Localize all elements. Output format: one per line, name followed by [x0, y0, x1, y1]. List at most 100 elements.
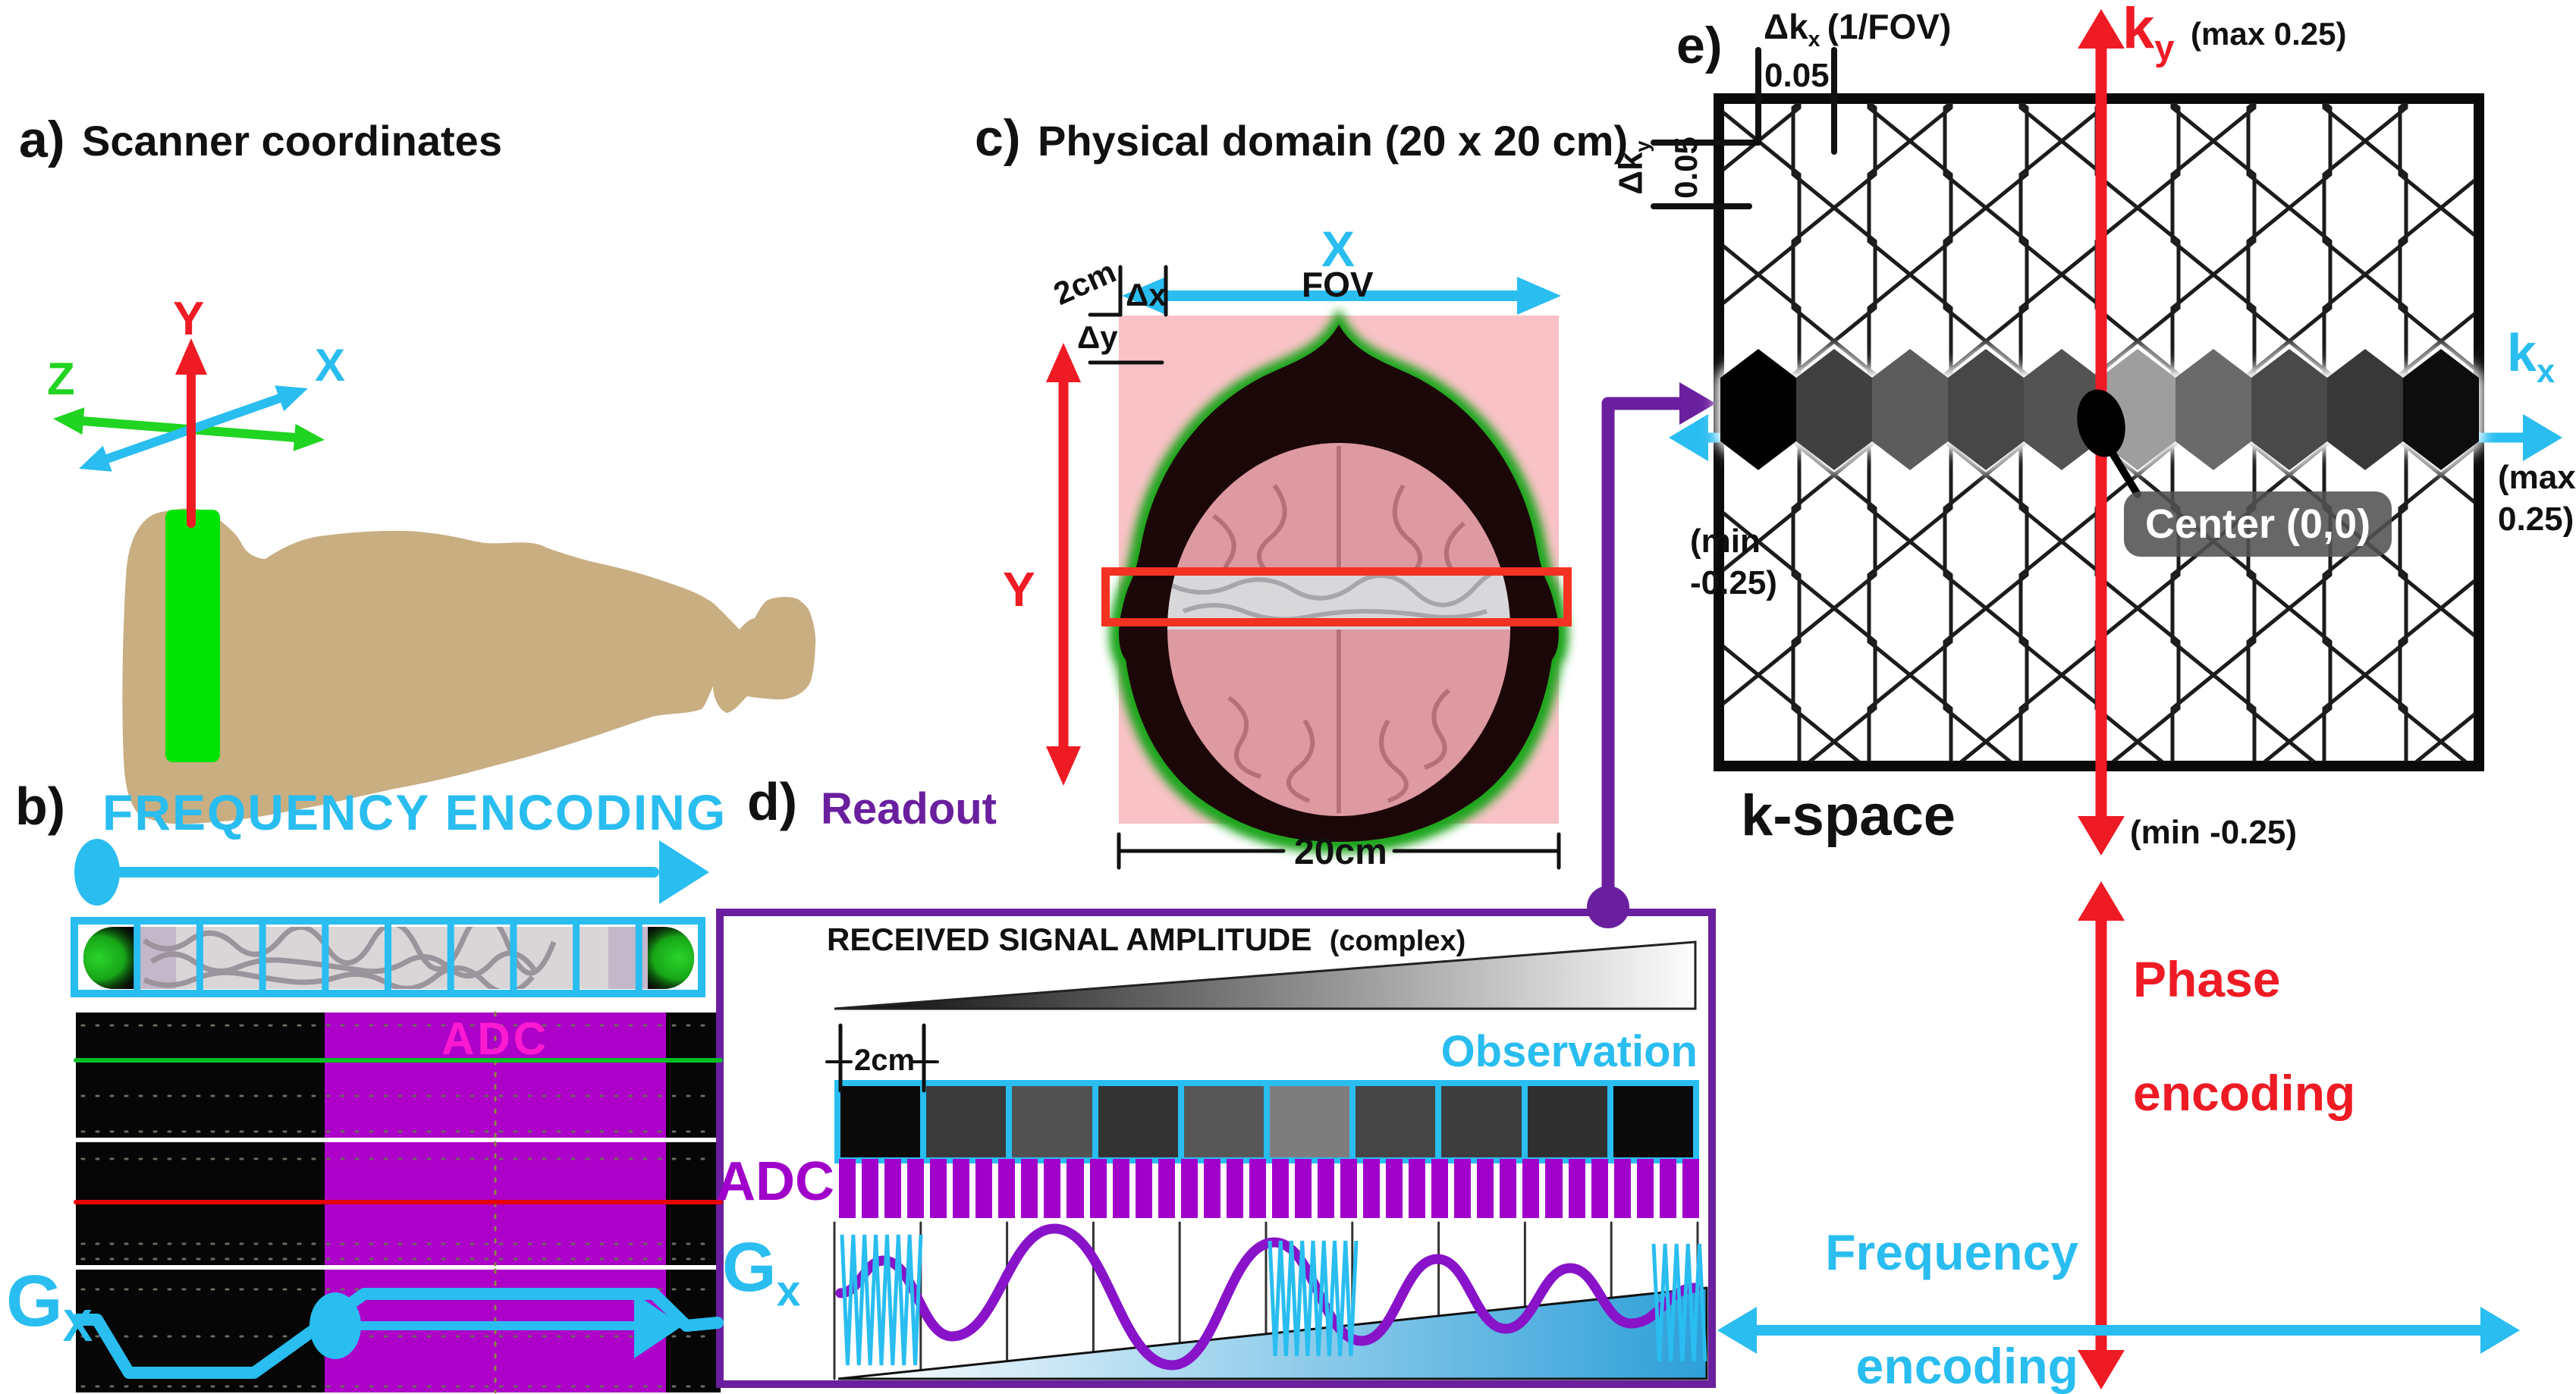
- adc-sample-square: [1454, 1159, 1472, 1218]
- gx-label-d: Gx: [722, 1229, 801, 1316]
- panel-b-title: FREQUENCY ENCODING: [102, 784, 727, 840]
- axis-y-label: Y: [173, 293, 205, 345]
- kx-axis-label: kx: [2507, 323, 2556, 390]
- frequency-direction-arrowhead: [659, 840, 709, 904]
- y-extent-arrow-head-2: [1046, 343, 1081, 382]
- adc-sample-square: [1613, 1159, 1631, 1218]
- dkx-value: 0.05: [1764, 57, 1830, 94]
- adc-sample-square: [1067, 1159, 1084, 1218]
- patient-body: [122, 508, 816, 824]
- adc-sample-square: [1363, 1159, 1381, 1218]
- c-20cm-label: 20cm: [1294, 832, 1387, 872]
- adc-sample-square: [1158, 1159, 1175, 1218]
- adc-sample-square: [1386, 1159, 1403, 1218]
- adc-sample-square: [1089, 1159, 1107, 1218]
- kspace-box: [1714, 93, 2484, 771]
- kx-axis-arrowhead-left: [1669, 414, 1708, 461]
- x-axis-arrow-head-2: [79, 445, 112, 472]
- panel-a-label: a): [19, 111, 65, 168]
- gx-label-b: GX: [6, 1261, 93, 1352]
- adc-label-d: ADC: [716, 1151, 834, 1212]
- phase-encoding-label-1: Phase: [2133, 951, 2281, 1007]
- adc-sample-square: [1522, 1159, 1540, 1218]
- adc-sample-square: [1477, 1159, 1494, 1218]
- observation-cell: [1098, 1086, 1178, 1157]
- adc-sample-square: [1203, 1159, 1220, 1218]
- adc-sample-square: [1112, 1159, 1129, 1218]
- delta-x-label: Δx: [1126, 277, 1167, 312]
- panel-d-title: Readout: [821, 784, 997, 834]
- dky-label: Δky: [1612, 140, 1654, 195]
- pulse-panel-gx: [76, 1270, 721, 1392]
- adc-sample-square: [1545, 1159, 1563, 1218]
- adc-sample-square: [1568, 1159, 1585, 1218]
- observation-cell: [1356, 1086, 1436, 1157]
- adc-sample-square: [907, 1159, 925, 1218]
- selected-row-rectangle: [1101, 567, 1572, 626]
- observation-cell: [840, 1086, 921, 1157]
- adc-sample-square: [1044, 1159, 1061, 1218]
- adc-sample-square: [1500, 1159, 1517, 1218]
- c-2cm-label: 2cm: [1048, 253, 1121, 312]
- y-extent-arrow-head-1: [1046, 746, 1081, 786]
- observation-label: Observation: [1440, 1027, 1698, 1076]
- phase-encoding-label-2: encoding: [2133, 1065, 2356, 1121]
- adc-sample-square: [1135, 1159, 1152, 1218]
- adc-sample-square: [930, 1159, 947, 1218]
- panel-e-label: e): [1676, 17, 1723, 74]
- adc-sample-square: [1682, 1159, 1699, 1218]
- adc-sample-square: [975, 1159, 993, 1218]
- dky-value: 0.05: [1667, 137, 1704, 199]
- kx-axis-arrowhead-right: [2523, 414, 2562, 461]
- ky-max-label: (max 0.25): [2191, 16, 2347, 52]
- kx-max-label: (max 0.25): [2498, 459, 2576, 538]
- observation-cell: [1613, 1086, 1694, 1157]
- phase-axis-arrowhead-bottom: [2078, 1350, 2125, 1389]
- kspace-label: k-space: [1741, 783, 1956, 848]
- x-axis-arrow: [94, 391, 293, 466]
- frequency-encoding-label-1: Frequency: [1825, 1224, 2078, 1280]
- adc-samples-row: [839, 1159, 1699, 1218]
- adc-sample-square: [1317, 1159, 1335, 1218]
- adc-sample-square: [839, 1159, 856, 1218]
- adc-label-b: ADC: [441, 1013, 549, 1064]
- frequency-encoding-label-2: encoding: [1855, 1338, 2078, 1394]
- readout-connector-arrowhead: [1679, 382, 1716, 425]
- adc-sample-square: [884, 1159, 902, 1218]
- frequency-axis-arrowhead-right: [2480, 1307, 2520, 1354]
- pulse-panel-signal: [76, 1142, 721, 1265]
- z-axis-arrow: [69, 416, 309, 443]
- observation-cell: [1012, 1086, 1092, 1157]
- frequency-axis-arrowhead-left: [1717, 1307, 1757, 1354]
- delta-y-label: Δy: [1077, 319, 1118, 355]
- ky-axis-arrowhead-bottom: [2078, 816, 2125, 856]
- adc-sample-square: [1591, 1159, 1608, 1218]
- observation-cell: [1441, 1086, 1522, 1157]
- adc-sample-square: [1636, 1159, 1654, 1218]
- fov-label: FOV: [1302, 265, 1374, 304]
- adc-window-band-2: [325, 1142, 666, 1265]
- phase-axis-arrowhead-top: [2078, 881, 2125, 921]
- adc-sample-square: [1409, 1159, 1426, 1218]
- frequency-direction-dot: [74, 839, 120, 906]
- center-badge: Center (0,0): [2124, 491, 2392, 557]
- panel-c-label: c): [975, 109, 1021, 167]
- observation-cell: [1183, 1086, 1264, 1157]
- c-y-axis-label: Y: [1003, 562, 1035, 617]
- kx-min-label: (min -0.25): [1690, 523, 1777, 601]
- panel-c-title: Physical domain (20 x 20 cm): [1038, 117, 1629, 165]
- d-2cm-label: 2cm: [854, 1044, 916, 1077]
- adc-sample-square: [1271, 1159, 1289, 1218]
- slice-plane-band: [165, 510, 220, 762]
- slice-strip-art: [83, 927, 694, 989]
- ky-min-label: (min -0.25): [2130, 814, 2298, 851]
- dkx-label: Δkx (1/FOV): [1764, 7, 1952, 52]
- slice-strip-frame: [71, 917, 705, 997]
- ky-axis-arrowhead-top: [2078, 9, 2125, 49]
- adc-sample-square: [1249, 1159, 1266, 1218]
- adc-window-band-3: [325, 1270, 666, 1392]
- pulse-panel-rf: [76, 1013, 721, 1138]
- adc-sample-square: [862, 1159, 879, 1218]
- adc-sample-square: [1659, 1159, 1676, 1218]
